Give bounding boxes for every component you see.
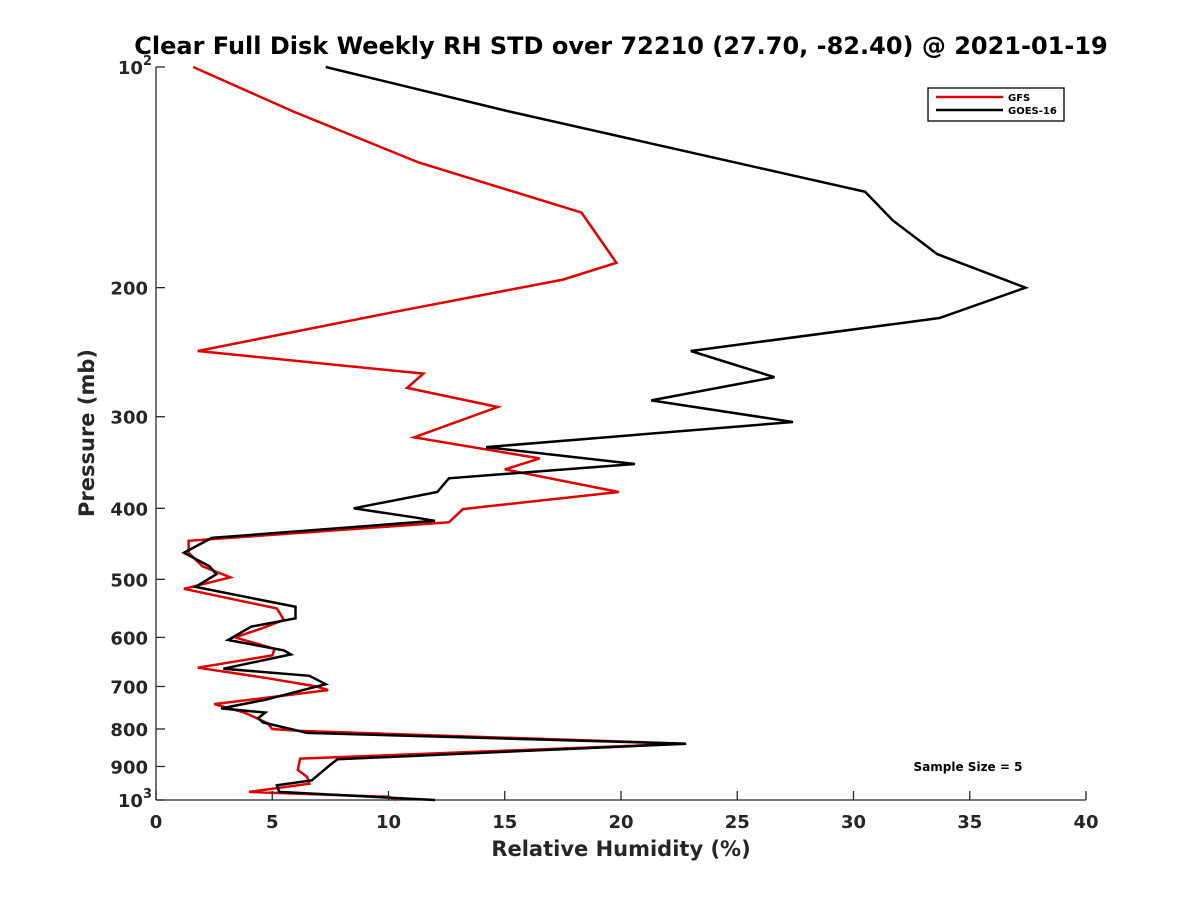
x-tick-label: 20 <box>608 812 633 833</box>
series-line-gfs <box>183 65 687 802</box>
x-tick-label: 15 <box>492 812 517 833</box>
x-tick-label: 40 <box>1073 812 1098 833</box>
x-tick-label: 30 <box>841 812 866 833</box>
y-tick-label: 200 <box>110 279 148 300</box>
y-tick-label: 300 <box>110 408 148 429</box>
y-tick-label: 900 <box>110 757 148 778</box>
plot-area <box>155 65 1086 802</box>
y-tick-label: 600 <box>110 628 148 649</box>
x-tick-label: 5 <box>266 812 279 833</box>
y-axis-label: Pressure (mb) <box>75 349 99 517</box>
y-tick-label: 103 <box>118 787 152 812</box>
legend-label-goes-16: GOES-16 <box>1008 106 1057 117</box>
y-tick-label: 800 <box>110 720 148 741</box>
x-axis-label: Relative Humidity (%) <box>491 837 750 861</box>
series-line-goes-16 <box>181 65 1030 802</box>
x-tick-label: 10 <box>376 812 401 833</box>
x-tick-label: 0 <box>150 812 163 833</box>
y-tick-label: 400 <box>110 499 148 520</box>
legend-label-gfs: GFS <box>1008 93 1030 104</box>
x-tick-label: 25 <box>725 812 750 833</box>
y-tick-label: 102 <box>118 54 152 79</box>
x-tick-label: 35 <box>957 812 982 833</box>
y-axis-ticks: 102 200 300 400 500 600 700 800 900 103 <box>110 54 165 812</box>
y-tick-label: 700 <box>110 677 148 698</box>
legend-box <box>927 87 1065 122</box>
chart-title: Clear Full Disk Weekly RH STD over 72210… <box>134 32 1107 60</box>
legend: GFS GOES-16 <box>927 87 1065 122</box>
y-tick-label: 500 <box>110 570 148 591</box>
sample-size-annotation: Sample Size = 5 <box>914 760 1023 774</box>
x-axis-ticks: 0 5 10 15 20 25 30 35 40 <box>150 791 1099 833</box>
